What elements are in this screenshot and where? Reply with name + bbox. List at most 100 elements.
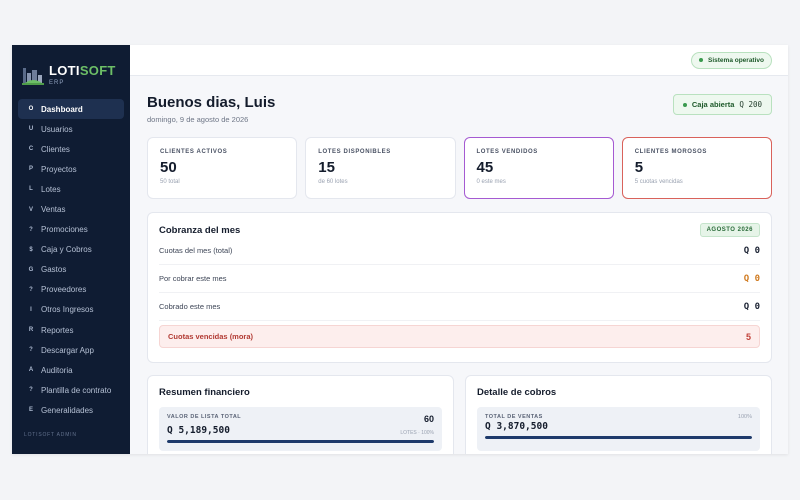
cash-icon: $ <box>29 246 33 253</box>
sidebar-item-usuarios[interactable]: U Usuarios <box>18 119 124 139</box>
stat-value: 5 <box>634 159 644 176</box>
collections-row: Cobrado este mes Q 0 <box>159 293 760 321</box>
brand-subtitle: ERP <box>49 80 65 86</box>
month-badge: AGOSTO 2026 <box>699 223 760 237</box>
contract-icon: ? <box>29 387 33 394</box>
stat-subtext: de 60 lotes <box>318 179 348 185</box>
bottom-cards: Resumen financiero VALOR DE LISTA TOTAL … <box>147 375 772 454</box>
sidebar-item-generalidades[interactable]: E Generalidades <box>18 400 124 420</box>
general-icon: E <box>28 407 33 414</box>
overdue-count: 5 <box>745 331 751 342</box>
expenses-icon: G <box>28 266 34 273</box>
sidebar: LOTISOFT ERP O Dashboard U Usuarios C Cliente… <box>12 45 130 454</box>
sidebar-item-reportes[interactable]: R Reportes <box>18 320 124 340</box>
stat-value: 50 <box>160 159 177 176</box>
page-title: Buenos dias, Luis <box>147 94 276 111</box>
projects-icon: P <box>28 166 33 173</box>
sidebar-item-proyectos[interactable]: P Proyectos <box>18 159 124 179</box>
sidebar-item-label: Proveedores <box>41 285 87 295</box>
stat-value: 45 <box>476 159 494 176</box>
sidebar-item-label: Gastos <box>41 265 67 275</box>
overdue-row[interactable]: Cuotas vencidas (mora) 5 <box>159 325 760 348</box>
list-value-label: VALOR DE LISTA TOTAL <box>167 414 242 420</box>
brand[interactable]: LOTISOFT ERP <box>12 45 130 93</box>
sidebar-item-lotes[interactable]: L Lotes <box>18 179 124 199</box>
system-status-text: Sistema operativo <box>708 56 764 64</box>
sidebar-item-label: Generalidades <box>41 405 94 415</box>
current-date: domingo, 9 de agosto de 2026 <box>147 115 249 124</box>
stat-card-active-clients[interactable]: CLIENTES ACTIVOS 50 50 total <box>147 137 298 199</box>
topbar: Sistema operativo <box>130 45 788 76</box>
sidebar-item-ventas[interactable]: V Ventas <box>18 199 124 219</box>
total-sales-panel: TOTAL DE VENTAS 100% Q 3,870,500 <box>477 407 760 451</box>
stat-card-delinquent-clients[interactable]: CLIENTES MOROSOS 5 5 cuotas vencidas <box>621 137 772 199</box>
sidebar-section-label: LOTISOFT ADMIN <box>24 431 77 438</box>
stat-subtext: 0 este mes <box>476 179 506 185</box>
brand-name: LOTISOFT <box>49 63 116 78</box>
sidebar-item-label: Lotes <box>41 184 61 194</box>
cash-status-label: Caja abierta <box>691 100 735 109</box>
dashboard-content: Buenos dias, Luis domingo, 9 de agosto d… <box>130 76 788 454</box>
sidebar-item-plantilla-de-contrato[interactable]: ? Plantilla de contrato <box>18 380 124 400</box>
collections-row: Cuotas del mes (total) Q 0 <box>159 237 760 265</box>
status-dot-icon <box>699 58 703 62</box>
sidebar-item-label: Promociones <box>41 225 88 235</box>
sidebar-item-label: Plantilla de contrato <box>41 385 112 395</box>
stat-label: CLIENTES MOROSOS <box>634 149 708 155</box>
list-value-panel: VALOR DE LISTA TOTAL 60 Q 5,189,500 LOTE… <box>159 407 442 451</box>
lots-icon: L <box>29 186 33 193</box>
stat-value: 15 <box>318 159 335 176</box>
download-icon: ? <box>29 347 33 354</box>
sidebar-item-gastos[interactable]: G Gastos <box>18 260 124 280</box>
stat-card-available-lots[interactable]: LOTES DISPONIBLES 15 de 60 lotes <box>305 137 456 199</box>
reports-icon: R <box>28 327 34 334</box>
lotisoft-logo-icon <box>22 64 44 86</box>
dashboard-icon: O <box>28 106 34 113</box>
stats-row: CLIENTES ACTIVOS 50 50 total LOTES DISPO… <box>147 137 772 199</box>
sidebar-item-label: Dashboard <box>41 104 83 114</box>
sidebar-item-label: Otros Ingresos <box>41 305 94 315</box>
row-label: Cobrado este mes <box>159 302 221 311</box>
stat-subtext: 5 cuotas vencidas <box>634 179 683 185</box>
audit-icon: A <box>28 367 34 374</box>
sidebar-item-label: Caja y Cobros <box>41 245 92 255</box>
collections-detail-title: Detalle de cobros <box>477 387 557 398</box>
stat-label: CLIENTES ACTIVOS <box>160 149 228 155</box>
row-amount: Q 0 <box>743 273 760 284</box>
sidebar-item-label: Descargar App <box>41 345 94 355</box>
sidebar-item-proveedores[interactable]: ? Proveedores <box>18 280 124 300</box>
total-sales-amount: Q 3,870,500 <box>485 421 548 432</box>
cash-status-badge[interactable]: Caja abierta Q 200 <box>672 94 772 115</box>
lots-note: LOTES · 100% <box>400 430 434 436</box>
users-icon: U <box>28 126 34 133</box>
overdue-label: Cuotas vencidas (mora) <box>168 332 254 341</box>
sidebar-nav: O Dashboard U Usuarios C Clientes P Proyectos L L… <box>12 99 130 421</box>
row-label: Por cobrar este mes <box>159 274 227 283</box>
row-amount: Q 0 <box>743 301 760 312</box>
list-value-amount: Q 5,189,500 <box>167 425 230 436</box>
row-amount: Q 0 <box>743 245 760 256</box>
sidebar-item-promociones[interactable]: ? Promociones <box>18 220 124 240</box>
sales-icon: V <box>28 206 33 213</box>
total-sales-label: TOTAL DE VENTAS <box>485 414 543 420</box>
income-icon: I <box>30 306 32 313</box>
sidebar-item-caja-y-cobros[interactable]: $ Caja y Cobros <box>18 240 124 260</box>
collections-row: Por cobrar este mes Q 0 <box>159 265 760 293</box>
sidebar-item-otros-ingresos[interactable]: I Otros Ingresos <box>18 300 124 320</box>
stat-label: LOTES DISPONIBLES <box>318 149 391 155</box>
total-sales-percent: 100% <box>737 414 752 420</box>
financial-summary-title: Resumen financiero <box>159 387 250 398</box>
sidebar-item-label: Clientes <box>41 144 70 154</box>
sidebar-item-descargar-app[interactable]: ? Descargar App <box>18 340 124 360</box>
sidebar-item-dashboard[interactable]: O Dashboard <box>18 99 124 120</box>
total-sales-progress-bar <box>485 436 752 439</box>
sidebar-item-auditoria[interactable]: A Auditoria <box>18 360 124 380</box>
list-value-progress-bar <box>167 440 434 443</box>
cash-status-dot-icon <box>682 102 687 107</box>
clients-icon: C <box>28 146 34 153</box>
sidebar-item-clientes[interactable]: C Clientes <box>18 139 124 159</box>
system-status-badge: Sistema operativo <box>691 51 772 69</box>
list-value-progress-fill <box>167 440 434 443</box>
suppliers-icon: ? <box>29 286 33 293</box>
stat-card-sold-lots[interactable]: LOTES VENDIDOS 45 0 este mes <box>463 137 614 199</box>
